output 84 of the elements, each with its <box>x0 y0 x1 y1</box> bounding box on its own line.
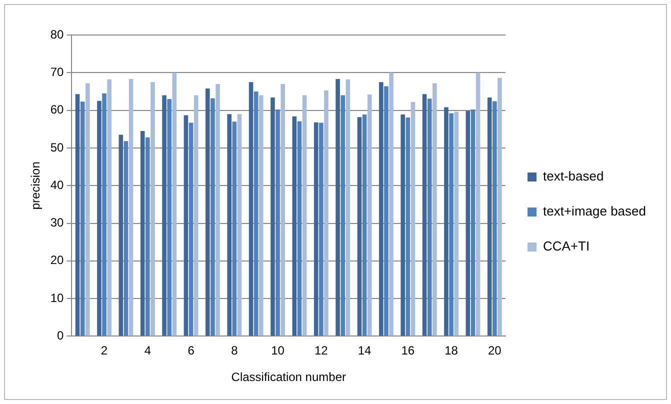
bar <box>362 114 367 336</box>
bar <box>232 122 237 336</box>
bar <box>324 90 328 336</box>
bar <box>384 86 388 336</box>
bar <box>150 82 155 336</box>
bar <box>270 98 275 336</box>
bar <box>422 94 427 336</box>
legend-label: text-based <box>543 168 604 184</box>
bar <box>86 83 90 336</box>
bar <box>97 100 102 336</box>
bar <box>492 101 497 336</box>
bar <box>140 131 145 336</box>
bar <box>292 116 297 336</box>
bar <box>444 107 448 336</box>
bar <box>128 79 134 336</box>
bar <box>357 117 362 336</box>
y-tick-label: 60 <box>50 102 64 117</box>
bar <box>107 79 112 336</box>
bar <box>410 102 416 336</box>
bar <box>80 102 85 336</box>
y-tick-label: 20 <box>50 253 64 268</box>
x-tick-label: 4 <box>144 344 152 358</box>
bar <box>254 91 258 336</box>
bar <box>167 99 172 336</box>
bar <box>194 95 198 336</box>
x-tick-label: 14 <box>358 344 372 358</box>
bar <box>259 95 264 336</box>
x-tick-label: 2 <box>100 344 108 358</box>
bar <box>379 82 384 336</box>
bar <box>102 93 106 336</box>
bar <box>454 112 459 336</box>
bar <box>188 122 194 336</box>
x-tick-label: 12 <box>314 344 328 358</box>
bar <box>75 94 80 336</box>
bar <box>340 95 346 336</box>
x-tick-label: 20 <box>488 344 502 358</box>
bar <box>487 98 492 336</box>
legend-label: CCA+TI <box>543 238 590 254</box>
bar <box>206 88 210 336</box>
bar <box>297 121 302 336</box>
x-tick-label: 16 <box>401 344 415 358</box>
bar <box>336 79 340 336</box>
bar <box>427 98 432 336</box>
bar <box>466 111 470 336</box>
bar <box>184 115 188 336</box>
y-axis-title: precision <box>28 162 43 210</box>
bar <box>432 83 437 336</box>
bar <box>498 78 502 336</box>
y-tick-label: 0 <box>57 328 64 343</box>
legend-label: text+image based <box>543 204 646 219</box>
bar <box>406 117 410 336</box>
x-tick-label: 10 <box>271 344 285 358</box>
x-tick-label: 6 <box>188 344 195 358</box>
y-tick-label: 50 <box>50 140 64 154</box>
y-tick-label: 80 <box>50 27 64 42</box>
bar <box>346 79 350 336</box>
x-tick-label: 8 <box>231 344 238 358</box>
bar <box>470 110 476 336</box>
bar <box>162 95 166 336</box>
bar <box>314 122 318 336</box>
y-tick-label: 70 <box>50 64 64 79</box>
bar <box>389 72 394 336</box>
bar <box>227 114 232 336</box>
bar <box>319 122 324 336</box>
y-tick-label: 10 <box>50 290 64 305</box>
bar <box>172 72 177 336</box>
bar <box>124 141 128 336</box>
bar <box>367 94 372 336</box>
bar <box>248 82 254 336</box>
bar <box>276 110 280 336</box>
x-tick-label: 18 <box>444 344 458 358</box>
bar <box>210 98 215 336</box>
bar <box>449 113 454 336</box>
y-tick-label: 30 <box>50 216 64 230</box>
bar <box>476 72 480 336</box>
bar <box>400 114 406 336</box>
bar <box>280 84 285 336</box>
x-axis-title: Classification number <box>231 370 346 384</box>
y-tick-label: 40 <box>50 178 64 192</box>
bar <box>216 84 220 336</box>
bar <box>118 134 124 336</box>
bar <box>237 114 242 336</box>
bar <box>146 137 150 336</box>
bar <box>302 95 307 336</box>
